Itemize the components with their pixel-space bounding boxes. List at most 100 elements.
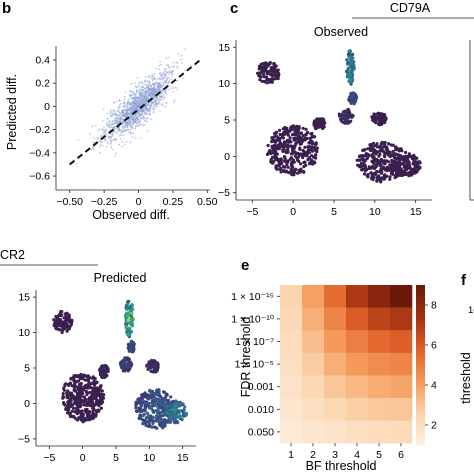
- d-cell-point: [162, 408, 166, 412]
- c-cell-point: [270, 65, 275, 69]
- c-cell-point: [313, 122, 317, 126]
- d-cell-point: [130, 320, 134, 324]
- heatmap-cell: [368, 420, 391, 444]
- scatter-point: [91, 147, 94, 150]
- scatter-point: [146, 117, 149, 120]
- scatter-point: [167, 64, 170, 67]
- scatter-point: [134, 137, 137, 140]
- colorbar-segment: [416, 343, 425, 347]
- c-cell-point: [381, 160, 385, 164]
- c-cell-point: [396, 169, 401, 173]
- d-y-tick-label: 5: [24, 363, 30, 375]
- c-cell-point: [292, 160, 296, 164]
- d-cell-point: [85, 392, 89, 397]
- c-cell-point: [378, 170, 382, 174]
- c-cell-point: [309, 158, 313, 162]
- c-cell-point: [298, 135, 302, 139]
- scatter-point: [131, 136, 134, 138]
- colorbar-segment: [416, 327, 425, 331]
- c-cell-point: [297, 126, 301, 130]
- c-cell-point: [363, 148, 367, 152]
- d-cell-point: [157, 389, 161, 394]
- scatter-point: [147, 80, 149, 82]
- d-cell-point: [134, 406, 138, 410]
- c-cell-point: [398, 157, 402, 161]
- scatter-point: [115, 116, 118, 119]
- scatter-point: [182, 77, 185, 80]
- heatmap-cell: [368, 352, 391, 376]
- colorbar-segment: [416, 309, 425, 313]
- y-axis-title: Predicted diff.: [5, 74, 19, 150]
- colorbar-segment: [416, 290, 425, 294]
- colorbar-segment: [416, 426, 425, 430]
- colorbar-segment: [416, 431, 425, 435]
- colorbar-segment: [416, 442, 425, 446]
- d-cell-point: [158, 418, 162, 422]
- scatter-point: [99, 151, 102, 154]
- d-cell-point: [134, 403, 138, 407]
- scatter-point: [168, 66, 171, 69]
- d-cell-point: [82, 403, 86, 407]
- c-cell-point: [341, 115, 346, 119]
- d-cell-point: [152, 394, 156, 399]
- scatter-point: [170, 75, 173, 78]
- c-cell-point: [391, 172, 395, 176]
- scatter-point: [142, 116, 145, 118]
- d-cell-point: [68, 405, 73, 409]
- c-cell-point: [281, 149, 285, 153]
- scatter-point: [161, 72, 164, 75]
- c-cell-point: [355, 158, 359, 162]
- d-cell-point: [56, 314, 61, 318]
- c-x-tick-label: 0: [290, 206, 296, 218]
- c-cell-point: [314, 125, 318, 129]
- d-cell-point: [97, 404, 101, 408]
- d-cell-point: [68, 324, 72, 328]
- scatter-point: [141, 113, 144, 116]
- c-cell-point: [367, 165, 371, 169]
- c-cell-point: [374, 150, 378, 154]
- d-cell-point: [91, 416, 95, 420]
- c-cell-point: [383, 162, 387, 166]
- scatter-point: [77, 139, 80, 142]
- c-cell-point: [369, 171, 373, 175]
- c-cell-point: [346, 67, 350, 71]
- colorbar-segment: [416, 319, 425, 323]
- scatter-point: [124, 109, 127, 112]
- scatter-point: [132, 97, 135, 99]
- panel-letter-c: c: [230, 0, 238, 17]
- d-cell-point: [76, 394, 80, 398]
- scatter-point: [138, 120, 141, 123]
- scatter-point: [131, 99, 134, 102]
- c-cell-point: [371, 164, 375, 168]
- scatter-point: [150, 95, 152, 98]
- d-cell-point: [125, 328, 129, 332]
- scatter-point: [159, 76, 161, 79]
- scatter-point: [149, 105, 152, 108]
- d-y-tick-label: 0: [24, 398, 30, 410]
- scatter-point: [115, 152, 117, 155]
- scatter-point: [161, 87, 164, 90]
- colorbar-segment: [416, 301, 425, 305]
- colorbar-segment: [416, 383, 425, 387]
- scatter-point: [142, 110, 145, 113]
- d-cell-point: [152, 409, 156, 413]
- d-cell-point: [99, 406, 103, 410]
- c-cell-point: [279, 170, 283, 174]
- d-cell-point: [83, 378, 87, 382]
- panel-d-axes: −5 0 5 10 15 −5 0 5 10 15: [18, 290, 196, 464]
- scatter-point: [103, 125, 105, 128]
- heatmap-cell: [302, 307, 325, 331]
- scatter-point: [126, 108, 128, 111]
- colorbar-segment: [416, 407, 425, 411]
- c-cell-point: [361, 154, 365, 158]
- c-cell-point: [347, 98, 351, 102]
- c-cell-point: [282, 155, 287, 159]
- scatter-point: [108, 122, 111, 124]
- scatter-point: [118, 103, 121, 106]
- panel-title-observed: Observed: [314, 25, 368, 39]
- c-cell-point: [271, 148, 276, 152]
- d-cell-point: [78, 375, 82, 380]
- d-cell-point: [146, 414, 150, 418]
- d-cell-point: [150, 425, 154, 429]
- scatter-point: [118, 129, 121, 132]
